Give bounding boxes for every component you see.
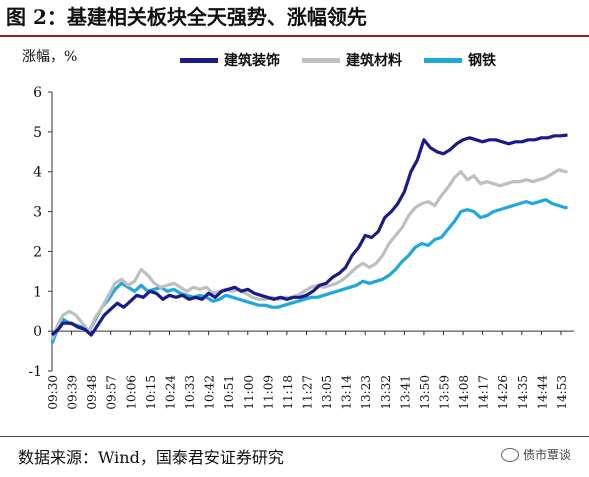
- y-tick-label: 4: [33, 165, 42, 181]
- x-tick-label: 10:06: [124, 375, 138, 410]
- series-line-钢铁: [50, 198, 568, 344]
- x-tick-label: 11:00: [242, 375, 256, 410]
- x-tick-label: 14:08: [457, 375, 471, 410]
- x-tick-label: 11:18: [281, 375, 295, 410]
- x-tick-label: 14:17: [477, 375, 491, 410]
- x-tick-label: 09:39: [66, 375, 80, 410]
- x-tick-label: 13:14: [340, 375, 354, 410]
- x-tick-label: 09:30: [46, 375, 60, 410]
- y-tick-label: 3: [33, 205, 42, 221]
- legend-label: 钢铁: [468, 53, 496, 69]
- title-rule: [0, 35, 589, 37]
- legend-swatch: [302, 57, 340, 63]
- x-tick-label: 13:59: [438, 375, 452, 410]
- legend-item-建筑装饰: 建筑装饰: [180, 50, 280, 70]
- legend-item-建筑材料: 建筑材料: [302, 50, 402, 70]
- x-tick-label: 14:26: [496, 375, 510, 410]
- x-tick-label: 10:51: [222, 375, 236, 410]
- x-tick-label: 09:57: [105, 375, 119, 410]
- series-line-建筑材料: [50, 168, 568, 340]
- x-tick-label: 14:44: [535, 375, 549, 410]
- x-tick-label: 13:41: [398, 375, 412, 410]
- series-line-建筑装饰: [50, 133, 568, 337]
- watermark: 债市覃谈: [500, 446, 571, 463]
- y-tick-label: 0: [33, 324, 42, 340]
- y-tick-label: 1: [33, 284, 42, 300]
- x-tick-label: 13:23: [359, 375, 373, 410]
- legend-label: 建筑材料: [346, 53, 402, 69]
- legend-label: 建筑装饰: [224, 53, 280, 69]
- x-tick-label: 11:27: [300, 375, 314, 410]
- y-tick-label: 6: [33, 85, 42, 101]
- x-tick-label: 13:50: [418, 375, 432, 410]
- y-tick-label: -1: [28, 364, 42, 380]
- legend-swatch: [180, 57, 218, 63]
- x-tick-label: 10:24: [163, 375, 177, 410]
- source-note: 数据来源：Wind，国泰君安证券研究: [18, 448, 284, 467]
- x-tick-label: 13:05: [320, 375, 334, 410]
- x-tick-label: 14:53: [555, 375, 569, 410]
- legend-swatch: [424, 57, 462, 63]
- y-axis-label: 涨幅，%: [22, 49, 78, 65]
- x-tick-label: 11:09: [261, 375, 275, 410]
- legend-item-钢铁: 钢铁: [424, 50, 496, 70]
- legend: 建筑装饰 建筑材料 钢铁: [180, 50, 496, 70]
- x-tick-label: 10:15: [144, 375, 158, 410]
- x-tick-label: 09:48: [85, 375, 99, 410]
- x-tick-label: 10:33: [183, 375, 197, 410]
- x-tick-label: 10:42: [203, 375, 217, 410]
- x-tick-label: 13:32: [379, 375, 393, 410]
- watermark-text: 债市覃谈: [522, 448, 571, 462]
- x-tick-label: 14:35: [516, 375, 530, 410]
- source-rule: [0, 436, 589, 437]
- y-tick-label: 2: [33, 244, 42, 260]
- y-tick-label: 5: [33, 125, 42, 141]
- chart-title: 图 2：基建相关板块全天强势、涨幅领先: [6, 5, 367, 29]
- wechat-icon: [500, 447, 519, 462]
